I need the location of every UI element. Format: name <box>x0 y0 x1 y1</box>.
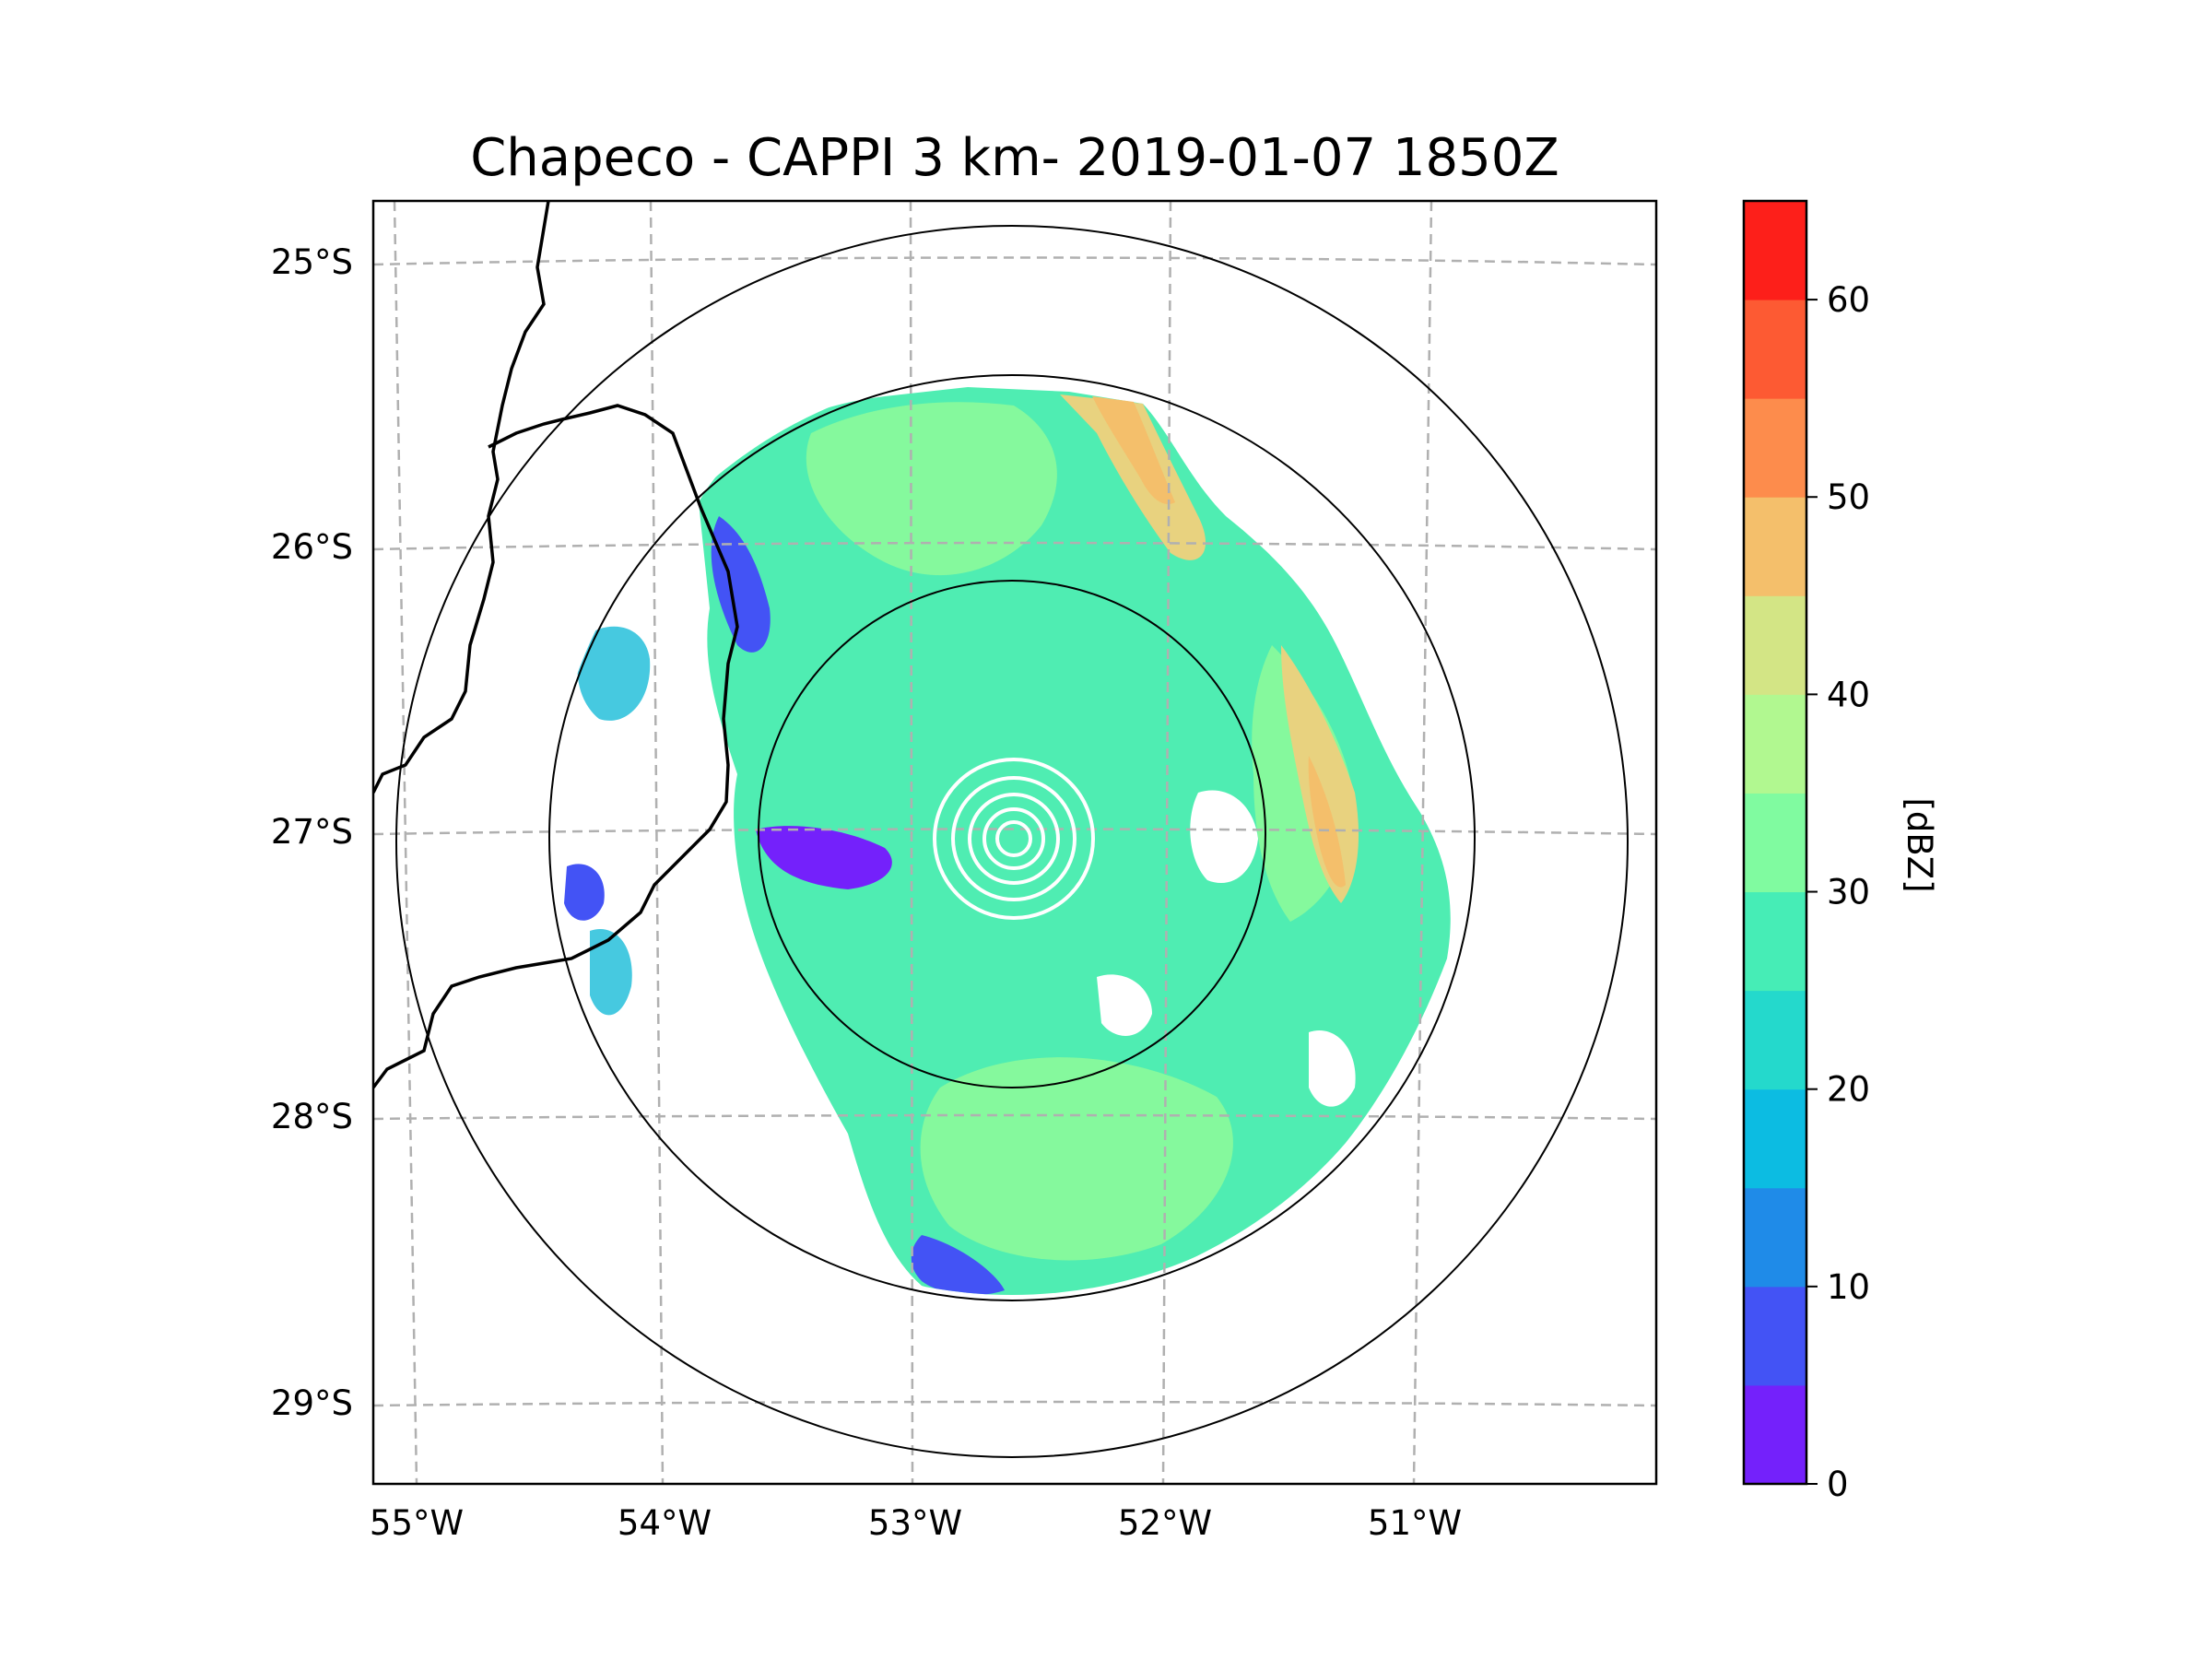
colorbar-segment <box>1744 793 1806 893</box>
site-ring <box>951 776 1077 901</box>
parallel-gridline <box>373 256 1656 266</box>
colorbar-segment <box>1744 990 1806 1090</box>
echo-west-cell <box>564 864 605 921</box>
echo-west-cell <box>577 626 651 721</box>
site-ring <box>968 793 1060 885</box>
echo-strong-band <box>1308 756 1346 888</box>
border-paraguay-brazil <box>373 201 550 794</box>
parallel-gridline <box>373 541 1656 551</box>
range-ring-middle <box>548 374 1476 1301</box>
y-tick-label: 29°S <box>271 1383 353 1423</box>
colorbar-tick-label: 0 <box>1827 1465 1849 1504</box>
colorbar-segment <box>1744 1286 1806 1386</box>
parallel-gridline <box>373 1400 1656 1407</box>
y-tick-label: 28°S <box>271 1097 353 1136</box>
echo-strong-band <box>1092 396 1175 505</box>
site-ring <box>933 758 1095 920</box>
site-ring <box>995 820 1032 857</box>
range-ring-outer <box>395 225 1629 1458</box>
meridian-gridline <box>393 201 418 1484</box>
radar-site-rings <box>933 758 1095 920</box>
x-tick-label: 51°W <box>1368 1503 1462 1543</box>
echo-green-area <box>806 402 1057 576</box>
echo-west-cell <box>590 929 632 1016</box>
parallel-gridline <box>373 1113 1656 1121</box>
map-panel <box>371 199 1658 1486</box>
parallel-gridline <box>373 828 1656 836</box>
colorbar-segment <box>1744 1384 1806 1485</box>
colorbar-tick-label: 50 <box>1827 477 1870 517</box>
x-tick-label: 52°W <box>1118 1503 1212 1543</box>
colorbar-tick-label: 30 <box>1827 873 1870 912</box>
echo-weak-edge <box>756 826 892 889</box>
echo-green-area <box>920 1057 1233 1261</box>
colorbar <box>1742 199 1808 1486</box>
x-tick-label: 55°W <box>370 1503 464 1543</box>
x-tick-label: 53°W <box>868 1503 962 1543</box>
y-axis-ticks: 25°S 26°S 27°S 28°S 29°S <box>271 242 353 1423</box>
echo-gap <box>1309 1030 1356 1107</box>
meridian-gridline <box>1161 201 1172 1484</box>
echo-weak-edge <box>911 1235 1005 1295</box>
echo-gap <box>1097 974 1152 1036</box>
colorbar-segment <box>1744 595 1806 695</box>
meridian-gridline <box>1412 201 1433 1484</box>
echo-gap <box>1190 790 1258 883</box>
colorbar-tick-label: 20 <box>1827 1070 1870 1110</box>
border-misiones <box>373 404 739 1089</box>
colorbar-segment <box>1744 398 1806 498</box>
colorbar-segment <box>1744 1187 1806 1288</box>
map-frame <box>371 199 1658 1486</box>
colorbar-segment <box>1744 497 1806 596</box>
colorbar-tick-label: 40 <box>1827 675 1870 714</box>
colorbar-label: [dBZ] <box>1900 797 1939 892</box>
meridian-gridline <box>909 201 914 1484</box>
site-ring <box>982 807 1045 870</box>
chart-title: Chapeco - CAPPI 3 km- 2019-01-07 1850Z <box>470 128 1559 188</box>
colorbar-segment <box>1744 694 1806 794</box>
echo-strong-band <box>1281 645 1359 903</box>
y-tick-label: 26°S <box>271 527 353 567</box>
colorbar-frame <box>1742 199 1808 1486</box>
colorbar-segment <box>1744 300 1806 399</box>
colorbar-segment <box>1744 201 1806 300</box>
range-ring-inner <box>758 580 1266 1088</box>
x-tick-label: 54°W <box>618 1503 712 1543</box>
echo-weak-edge <box>711 516 771 653</box>
x-axis-ticks: 55°W 54°W 53°W 52°W 51°W <box>370 1503 1462 1543</box>
gridlines <box>373 201 1656 1484</box>
range-rings <box>395 225 1629 1458</box>
colorbar-tick-label: 10 <box>1827 1267 1870 1307</box>
colorbar-segment <box>1744 1088 1806 1189</box>
political-borders <box>373 201 739 1089</box>
colorbar-segment <box>1744 891 1806 992</box>
y-tick-label: 27°S <box>271 812 353 852</box>
meridian-gridline <box>649 201 665 1484</box>
colorbar-ticks: 0 10 20 30 40 50 60 <box>1806 280 1870 1504</box>
colorbar-tick-label: 60 <box>1827 280 1870 320</box>
y-tick-label: 25°S <box>271 242 353 282</box>
